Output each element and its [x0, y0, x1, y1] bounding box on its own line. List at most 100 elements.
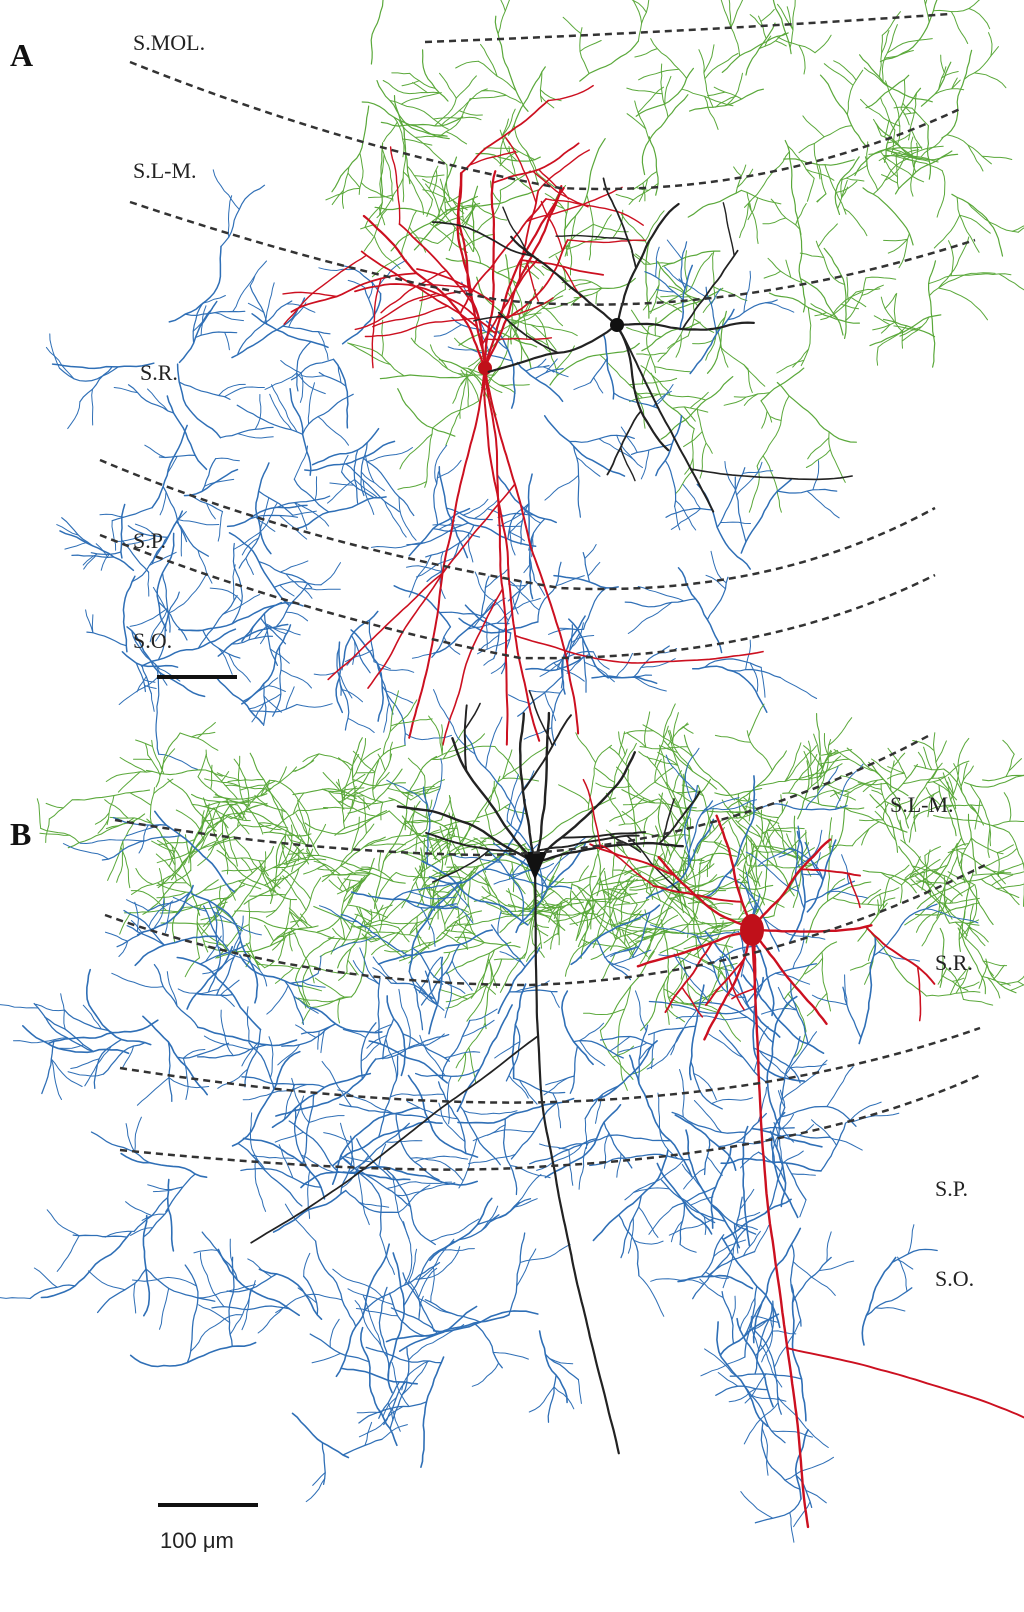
neurite	[365, 288, 374, 317]
neurite	[468, 377, 469, 407]
neurite	[802, 874, 820, 875]
neurite	[105, 800, 128, 818]
neurite	[357, 1412, 381, 1413]
neurite	[334, 359, 348, 428]
neurite	[324, 1133, 352, 1143]
neurite	[655, 318, 656, 336]
neurite	[200, 1253, 224, 1307]
neurite	[179, 382, 230, 399]
neurite	[815, 35, 831, 53]
neurite	[808, 438, 829, 459]
neurite	[220, 886, 222, 904]
neurite	[445, 972, 451, 1018]
neurite	[878, 900, 879, 912]
neurite	[707, 1157, 722, 1176]
neurite	[429, 716, 443, 755]
neurite	[957, 197, 979, 252]
neurite	[785, 1457, 834, 1480]
neurite	[714, 87, 742, 99]
neurite	[480, 953, 490, 988]
neurite	[261, 618, 286, 644]
neurite	[685, 809, 779, 824]
neurite	[584, 1009, 625, 1014]
layer-label: S.O.	[133, 628, 172, 653]
neurite	[744, 271, 751, 312]
neurite	[655, 367, 691, 372]
neurite	[348, 173, 359, 187]
neurite	[380, 900, 394, 932]
neurite	[616, 653, 633, 678]
neurite	[545, 416, 625, 476]
neurite	[546, 1076, 575, 1085]
neurite	[856, 289, 880, 292]
neurite	[286, 612, 308, 621]
neurite	[73, 1235, 127, 1237]
neurite	[749, 791, 750, 821]
neurite	[821, 75, 866, 145]
neurite	[683, 484, 701, 508]
neurite	[362, 102, 449, 139]
layer-label: S.R.	[935, 950, 973, 975]
neurite	[155, 664, 167, 685]
neurite	[46, 347, 74, 378]
neurite	[757, 396, 789, 466]
neurite	[318, 1031, 319, 1049]
neurite	[112, 521, 116, 551]
neurite	[493, 1352, 528, 1359]
neurite	[242, 538, 258, 555]
neuron-reconstructions	[0, 0, 1024, 1542]
neurite	[777, 36, 815, 52]
layer-label: S.L-M.	[890, 792, 954, 817]
neurite	[498, 0, 520, 34]
neurite	[378, 979, 381, 1045]
neurite	[720, 963, 737, 968]
neurite	[630, 0, 642, 23]
neurite	[303, 1093, 314, 1164]
neurite	[198, 1027, 297, 1045]
neurite	[579, 1143, 588, 1190]
neurite	[682, 987, 702, 1017]
neurite	[463, 499, 488, 515]
neurite	[342, 1368, 418, 1383]
neurite	[737, 1212, 759, 1220]
neurite	[680, 1203, 684, 1245]
neurite	[293, 761, 314, 772]
neurite	[996, 860, 1024, 874]
neurite	[760, 1345, 781, 1387]
neurite	[284, 255, 366, 324]
neurite	[762, 1428, 768, 1475]
neurite	[585, 662, 615, 681]
neurite	[617, 1154, 621, 1178]
neurite	[61, 994, 65, 1029]
neurite	[880, 895, 882, 907]
neurite	[185, 1265, 198, 1363]
neurite	[884, 898, 895, 902]
neurite	[71, 1059, 99, 1069]
neurite	[688, 190, 741, 217]
neurite	[521, 260, 604, 275]
neurite	[764, 271, 781, 278]
neurite	[968, 145, 983, 171]
neurite	[774, 828, 804, 829]
neurite	[353, 641, 355, 665]
neurite	[127, 900, 148, 911]
neurite	[283, 326, 330, 334]
neurite	[514, 880, 525, 894]
neurite	[975, 800, 980, 830]
neurite	[1003, 740, 1014, 754]
neurite	[65, 542, 88, 549]
neurite	[911, 879, 950, 923]
neurite	[639, 1276, 664, 1317]
neurite	[708, 92, 726, 96]
neurite	[578, 1380, 581, 1404]
neurite	[778, 1397, 829, 1448]
neurite	[605, 871, 609, 901]
neurite	[338, 999, 340, 1023]
neurite	[744, 365, 765, 386]
neurite	[827, 1232, 831, 1262]
neurite	[151, 694, 154, 712]
neurite	[152, 425, 187, 507]
neurite	[727, 751, 786, 809]
neurite	[376, 905, 392, 913]
neurite	[280, 585, 294, 596]
